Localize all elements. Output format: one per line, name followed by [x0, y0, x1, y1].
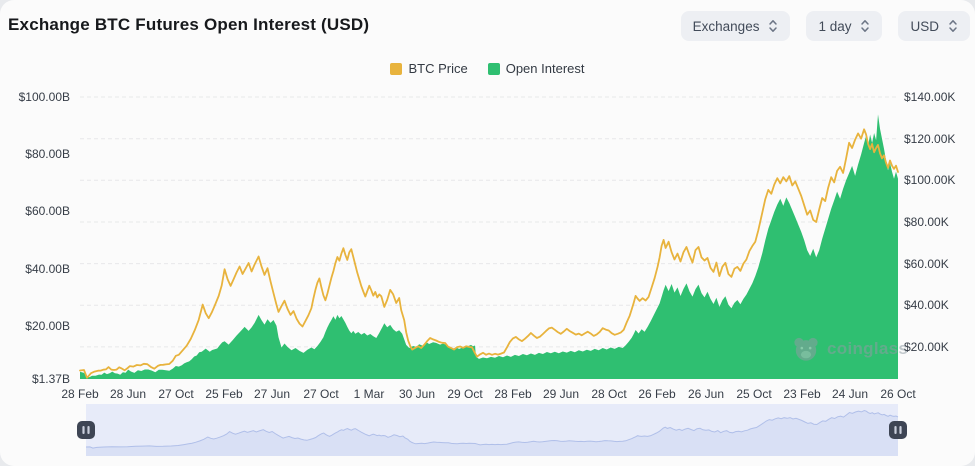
plot-area[interactable] [80, 97, 898, 379]
exchanges-dropdown-label: Exchanges [692, 18, 760, 34]
chevron-up-down-icon [949, 20, 957, 32]
chevron-up-down-icon [861, 20, 870, 32]
currency-dropdown[interactable]: USD [898, 11, 970, 41]
navigator-line [85, 409, 899, 449]
currency-dropdown-label: USD [910, 18, 939, 34]
pause-bars-icon [87, 426, 90, 434]
legend-label: BTC Price [408, 61, 468, 76]
header-controls: Exchanges 1 day USD [680, 11, 970, 41]
legend: BTC Price Open Interest [0, 61, 975, 76]
legend-item-open-interest[interactable]: Open Interest [487, 61, 585, 76]
btc-price-swatch-icon [390, 62, 403, 75]
navigator-right-handle[interactable] [889, 421, 907, 439]
open-interest-area [80, 114, 898, 380]
open-interest-swatch-icon [487, 62, 500, 75]
navigator-left-handle[interactable] [77, 421, 95, 439]
pause-bars-icon [82, 426, 85, 434]
legend-item-btc-price[interactable]: BTC Price [390, 61, 468, 76]
pause-bars-icon [899, 426, 902, 434]
navigator-area [86, 410, 898, 456]
btc-price-line [79, 128, 899, 379]
header: Exchange BTC Futures Open Interest (USD)… [0, 0, 975, 41]
pause-bars-icon [894, 426, 897, 434]
exchanges-dropdown[interactable]: Exchanges [680, 11, 791, 41]
chevron-up-down-icon [769, 20, 778, 32]
legend-label: Open Interest [505, 61, 585, 76]
page-title: Exchange BTC Futures Open Interest (USD) [8, 15, 370, 34]
interval-dropdown[interactable]: 1 day [806, 11, 883, 41]
interval-dropdown-label: 1 day [818, 18, 852, 34]
